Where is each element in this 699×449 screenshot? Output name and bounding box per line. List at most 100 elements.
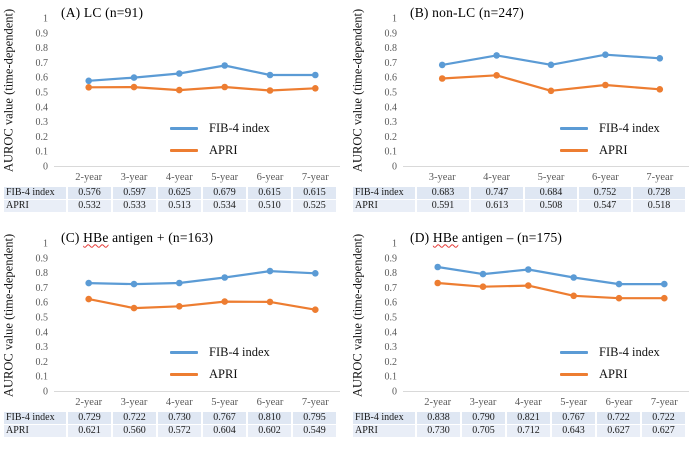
x-category-labels: 2-year 3-year 4-year 5-year 6-year 7-year [75,397,329,408]
x-category-label: 4-year [166,172,193,183]
x-category-labels: 2-year 3-year 4-year 5-year 6-year 7-year [75,172,329,183]
y-tick-label: 0.5 [36,88,49,99]
data-point-marker [493,52,500,59]
table-cell: 0.615 [248,187,291,199]
data-point-marker [602,51,609,58]
table-cell: 0.549 [293,424,336,437]
x-category-label: 6-year [606,397,633,408]
table-cell: 0.604 [203,424,246,437]
table-cell: 0.722 [642,411,685,424]
y-tick-label: 0.1 [36,371,49,382]
chart-panel-C: AUROC value (time-dependent) (C) HBe ant… [0,225,349,449]
x-category-label: 6-year [592,172,619,183]
table-row-header: APRI [4,424,66,437]
chart-title: (C) HBe antigen + (n=163) [61,230,213,246]
data-point-marker [312,269,319,277]
table-cell: 0.767 [552,411,595,424]
table-row-header: APRI [353,424,415,437]
data-point-marker [176,279,183,286]
series-fib-4-index [85,267,319,287]
table-cell: 0.534 [203,200,246,212]
series-fib-4-index [85,62,319,85]
y-tick-label: 1 [43,14,48,25]
y-tick-label: 0 [43,386,48,397]
x-category-label: 6-year [257,172,284,183]
table-row: FIB-4 index 0.683 0.747 0.684 0.752 0.728 [353,187,685,199]
series-apri [434,279,668,301]
table-cell: 0.560 [113,424,156,437]
x-category-label: 2-year [75,172,102,183]
x-category-label: 4-year [515,397,542,408]
chart-panel-D: AUROC value (time-dependent) (D) HBe ant… [349,225,698,449]
data-point-marker [570,292,577,299]
table-cell: 0.513 [158,200,201,212]
table-cell: 0.547 [579,200,631,212]
table-cell: 0.591 [417,200,469,212]
data-table: FIB-4 index 0.838 0.790 0.821 0.767 0.722 0.72… [351,411,687,438]
data-point-marker [479,282,487,290]
table-cell: 0.752 [579,187,631,199]
series-line [87,85,317,92]
table-cell: 0.597 [113,187,156,199]
legend-label: APRI [209,367,238,381]
table-row-header: APRI [353,200,415,212]
misspelled-word: HBe [432,229,459,245]
y-tick-label: 0.3 [385,342,398,353]
data-point-marker [434,279,441,286]
chart-legend: FIB-4 index APRI [170,345,270,382]
table-row-header: FIB-4 index [353,187,415,199]
data-point-marker [656,86,664,93]
x-category-label: 4-year [166,397,193,408]
title-text: (C) [61,229,84,245]
table-cell: 0.810 [248,411,291,424]
chart-legend: FIB-4 index APRI [560,345,660,382]
data-point-marker [221,83,228,91]
x-category-labels: 2-year 3-year 4-year 5-year 6-year 7-year [424,397,678,408]
series-line [436,265,666,285]
data-point-marker [661,294,668,301]
y-tick-label: 0.2 [385,132,398,143]
y-tick-label: 0.4 [36,327,49,338]
table-row: FIB-4 index 0.729 0.722 0.730 0.767 0.810 0.79… [4,411,336,424]
data-point-marker [266,71,274,79]
table-cell: 0.722 [597,411,640,424]
x-category-labels: 3-year 4-year 5-year 6-year 7-year [429,172,674,183]
x-category-label: 2-year [424,397,451,408]
series-apri [438,72,664,95]
title-text: (A) LC (n=91) [61,5,144,20]
legend-entry: FIB-4 index [560,345,660,360]
legend-label: FIB-4 index [599,120,660,135]
table-row-header: APRI [4,200,66,212]
plot-area: 1 0.9 0.8 0.7 0.6 0.5 0.4 0.3 0.2 0.1 0 2-year 3-yea… [36,14,340,183]
legend-label: FIB-4 index [209,120,270,135]
legend-label: FIB-4 index [209,345,270,359]
data-point-marker [85,84,92,91]
data-point-marker [221,62,228,69]
y-tick-label: 0 [392,386,397,397]
table-cell: 0.532 [68,200,111,212]
legend-label: APRI [599,367,628,381]
table-cell: 0.621 [68,424,111,437]
table-cell: 0.712 [507,424,550,437]
table-row: APRI 0.532 0.533 0.513 0.534 0.510 0.525 [4,200,336,212]
y-tick-label: 0.2 [385,356,398,367]
series-apri [85,295,319,313]
series-apri [85,83,319,94]
x-category-label: 3-year [470,397,497,408]
y-tick-label: 0.4 [385,327,398,338]
table-cell: 0.518 [633,200,685,212]
chart-title: (B) non-LC (n=247) [410,5,524,21]
y-tick-label: 0.6 [385,73,398,84]
x-category-label: 7-year [646,172,673,183]
table-cell: 0.730 [158,411,201,424]
data-table: FIB-4 index 0.729 0.722 0.730 0.767 0.810 0.79… [2,411,338,438]
y-tick-label: 0.9 [385,253,398,264]
table-cell: 0.705 [462,424,505,437]
data-point-marker [266,298,274,305]
data-point-marker [85,279,92,286]
y-tick-label: 0.6 [36,297,49,308]
y-tick-label: 1 [392,14,397,25]
x-category-label: 4-year [483,172,510,183]
y-tick-label: 0.4 [36,102,49,113]
y-tick-labels: 1 0.9 0.8 0.7 0.6 0.5 0.4 0.3 0.2 0.1 0 [36,238,49,397]
